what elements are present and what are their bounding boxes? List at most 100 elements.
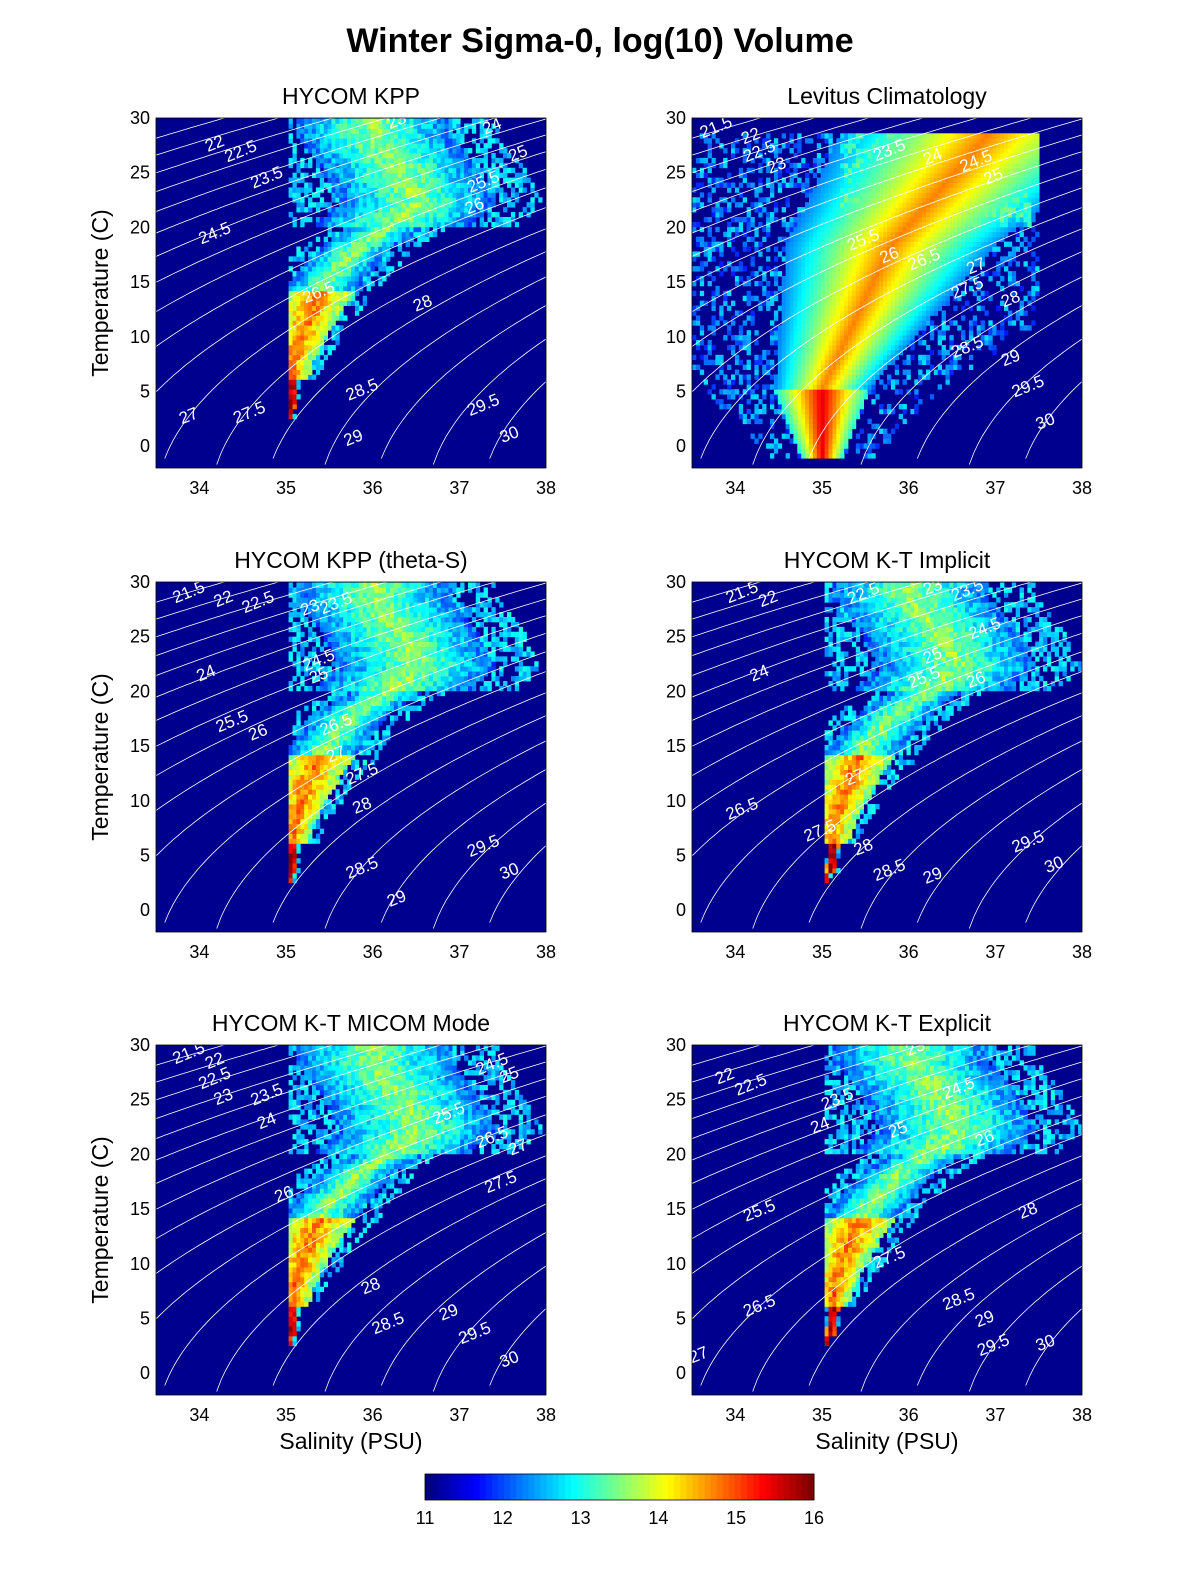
heatmap-cell [988, 216, 993, 223]
heatmap-cell [417, 162, 422, 169]
heatmap-cell [933, 177, 939, 183]
heatmap-cell [727, 364, 732, 370]
heatmap-cell [875, 364, 880, 370]
heatmap-cell [863, 320, 868, 326]
heatmap-cell [828, 157, 833, 164]
heatmap-cell [429, 143, 434, 149]
heatmap-cell [715, 246, 720, 252]
heatmap-cell [707, 344, 712, 351]
heatmap-cell [824, 246, 829, 252]
heatmap-cell [308, 197, 313, 203]
heatmap-cell [444, 221, 449, 228]
heatmap-cell [405, 162, 410, 169]
heatmap-cell [929, 167, 935, 174]
heatmap-cell [1004, 167, 1009, 174]
heatmap-cell [968, 246, 974, 252]
heatmap-cell [315, 172, 321, 179]
heatmap-cell [980, 320, 985, 326]
heatmap-cell [867, 354, 872, 361]
heatmap-cell [471, 202, 477, 208]
heatmap-cell [883, 241, 888, 247]
heatmap-cell [875, 231, 880, 238]
heatmap-cell [746, 379, 751, 385]
heatmap-cell [871, 443, 876, 449]
heatmap-cell [703, 354, 708, 361]
heatmap-cell [331, 236, 336, 242]
heatmap-cell [848, 226, 853, 233]
heatmap-cell [374, 128, 379, 134]
heatmap-cell [797, 177, 802, 183]
heatmap-cell [957, 212, 962, 218]
heatmap-cell [1000, 285, 1005, 292]
heatmap-cell [910, 197, 915, 203]
heatmap-cell [968, 236, 974, 242]
heatmap-cell [405, 187, 410, 193]
heatmap-cell [773, 315, 779, 321]
heatmap-cell [343, 231, 348, 238]
heatmap-cell [766, 212, 771, 218]
heatmap-cell [812, 335, 818, 341]
heatmap-cell [1023, 295, 1028, 302]
heatmap-cell [1019, 212, 1024, 218]
heatmap-cell [871, 364, 876, 370]
heatmap-cell [319, 349, 325, 356]
heatmap-cell [980, 177, 985, 183]
heatmap-cell [851, 364, 857, 370]
heatmap-cell [863, 384, 868, 390]
heatmap-cell [386, 256, 391, 262]
heatmap-cell [351, 172, 356, 179]
heatmap-cell [812, 231, 818, 238]
heatmap-cell [738, 325, 744, 331]
heatmap-cell [914, 157, 919, 164]
heatmap-cell [354, 266, 360, 272]
heatmap-cell [910, 408, 915, 415]
heatmap-cell [781, 340, 786, 346]
heatmap-cell [793, 167, 798, 174]
heatmap-cell [859, 305, 864, 311]
heatmap-cell [867, 192, 872, 198]
heatmap-cell [965, 202, 970, 208]
heatmap-cell [401, 192, 406, 198]
heatmap-cell [898, 389, 903, 395]
heatmap-cell [1023, 310, 1028, 316]
heatmap-cell [812, 187, 818, 193]
heatmap-cell [836, 276, 841, 282]
heatmap-cell [421, 221, 426, 228]
heatmap-cell [855, 448, 861, 454]
heatmap-cell [351, 261, 356, 267]
heatmap-cell [805, 349, 810, 356]
heatmap-cell [898, 167, 903, 174]
heatmap-cell [875, 251, 880, 257]
heatmap-cell [789, 364, 794, 370]
heatmap-cell [304, 138, 309, 144]
heatmap-cell [354, 138, 360, 144]
heatmap-cell [292, 320, 297, 326]
heatmap-cell [538, 197, 543, 203]
heatmap-cell [980, 172, 985, 179]
heatmap-cell [773, 408, 779, 415]
heatmap-cell [766, 369, 771, 375]
heatmap-cell [1015, 167, 1020, 174]
heatmap-cell [503, 216, 508, 223]
heatmap-cell [805, 241, 810, 247]
heatmap-cell [773, 266, 779, 272]
heatmap-cell [785, 221, 790, 228]
heatmap-cell [949, 359, 954, 366]
heatmap-cell [840, 162, 845, 169]
heatmap-cell [711, 384, 716, 390]
heatmap-cell [335, 305, 340, 311]
heatmap-cell [855, 295, 861, 302]
heatmap-cell [953, 285, 958, 292]
heatmap-cell [405, 172, 410, 179]
heatmap-cell [707, 241, 712, 247]
heatmap-cell [1031, 197, 1036, 203]
heatmap-cell [984, 157, 989, 164]
heatmap-cell [863, 340, 868, 346]
heatmap-cell [855, 177, 861, 183]
heatmap-cell [754, 384, 759, 390]
heatmap-cell [785, 349, 790, 356]
heatmap-cell [339, 133, 344, 139]
heatmap-cell [988, 276, 993, 282]
heatmap-cell [312, 128, 317, 134]
heatmap-cell [362, 231, 367, 238]
